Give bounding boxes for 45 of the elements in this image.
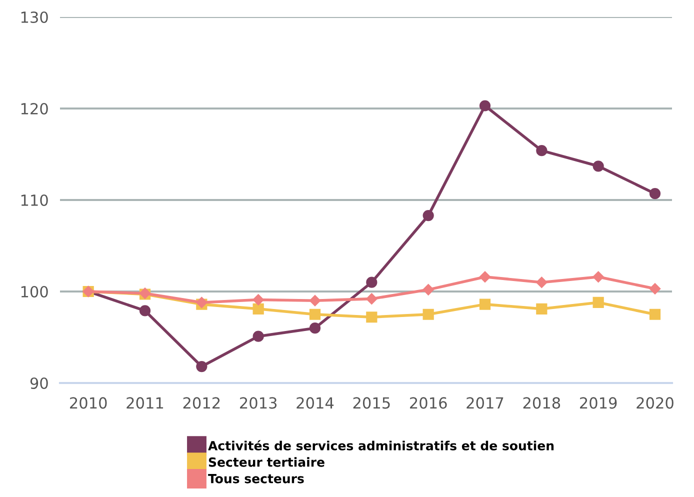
point [196,360,208,372]
legend-label: Tous secteurs [208,474,304,484]
point [479,100,491,112]
point [592,160,604,172]
point [649,283,661,294]
x-tick-label: 2012 [183,397,220,409]
point [422,210,434,222]
y-tick-label: 130 [21,11,48,24]
x-tick-label: 2010 [70,397,107,409]
x-tick-label: 2014 [296,397,334,409]
point [649,308,661,320]
point [592,296,604,308]
point [536,276,548,288]
point [252,303,264,314]
point [422,308,434,320]
x-tick-label: 2013 [240,397,277,409]
x-tick-label: 2011 [126,397,164,409]
x-tick-label: 2018 [523,397,560,409]
point [252,330,264,342]
x-tick-label: 2015 [353,397,390,409]
point [366,293,378,304]
x-tick-label: 2020 [636,397,674,409]
y-tick-label: 110 [21,194,48,206]
point [139,305,151,316]
point [592,271,604,282]
point [479,271,491,282]
point [479,298,491,310]
point [366,312,378,323]
point [309,308,321,320]
point [422,284,434,296]
point [536,303,548,314]
y-tick-label: 90 [30,377,48,390]
point [309,295,321,306]
x-tick-label: 2019 [580,397,617,409]
legend-label: Secteur tertiaire [208,457,324,467]
x-tick-label: 2017 [466,397,504,409]
point [309,322,321,334]
point [649,188,661,200]
point [252,294,264,306]
x-tick-label: 2016 [410,397,447,409]
legend-label: Activités de services administratifs et de soutien [208,440,554,450]
point [366,276,378,288]
y-tick-label: 100 [21,286,48,298]
point [536,145,548,156]
y-tick-label: 120 [21,102,48,115]
